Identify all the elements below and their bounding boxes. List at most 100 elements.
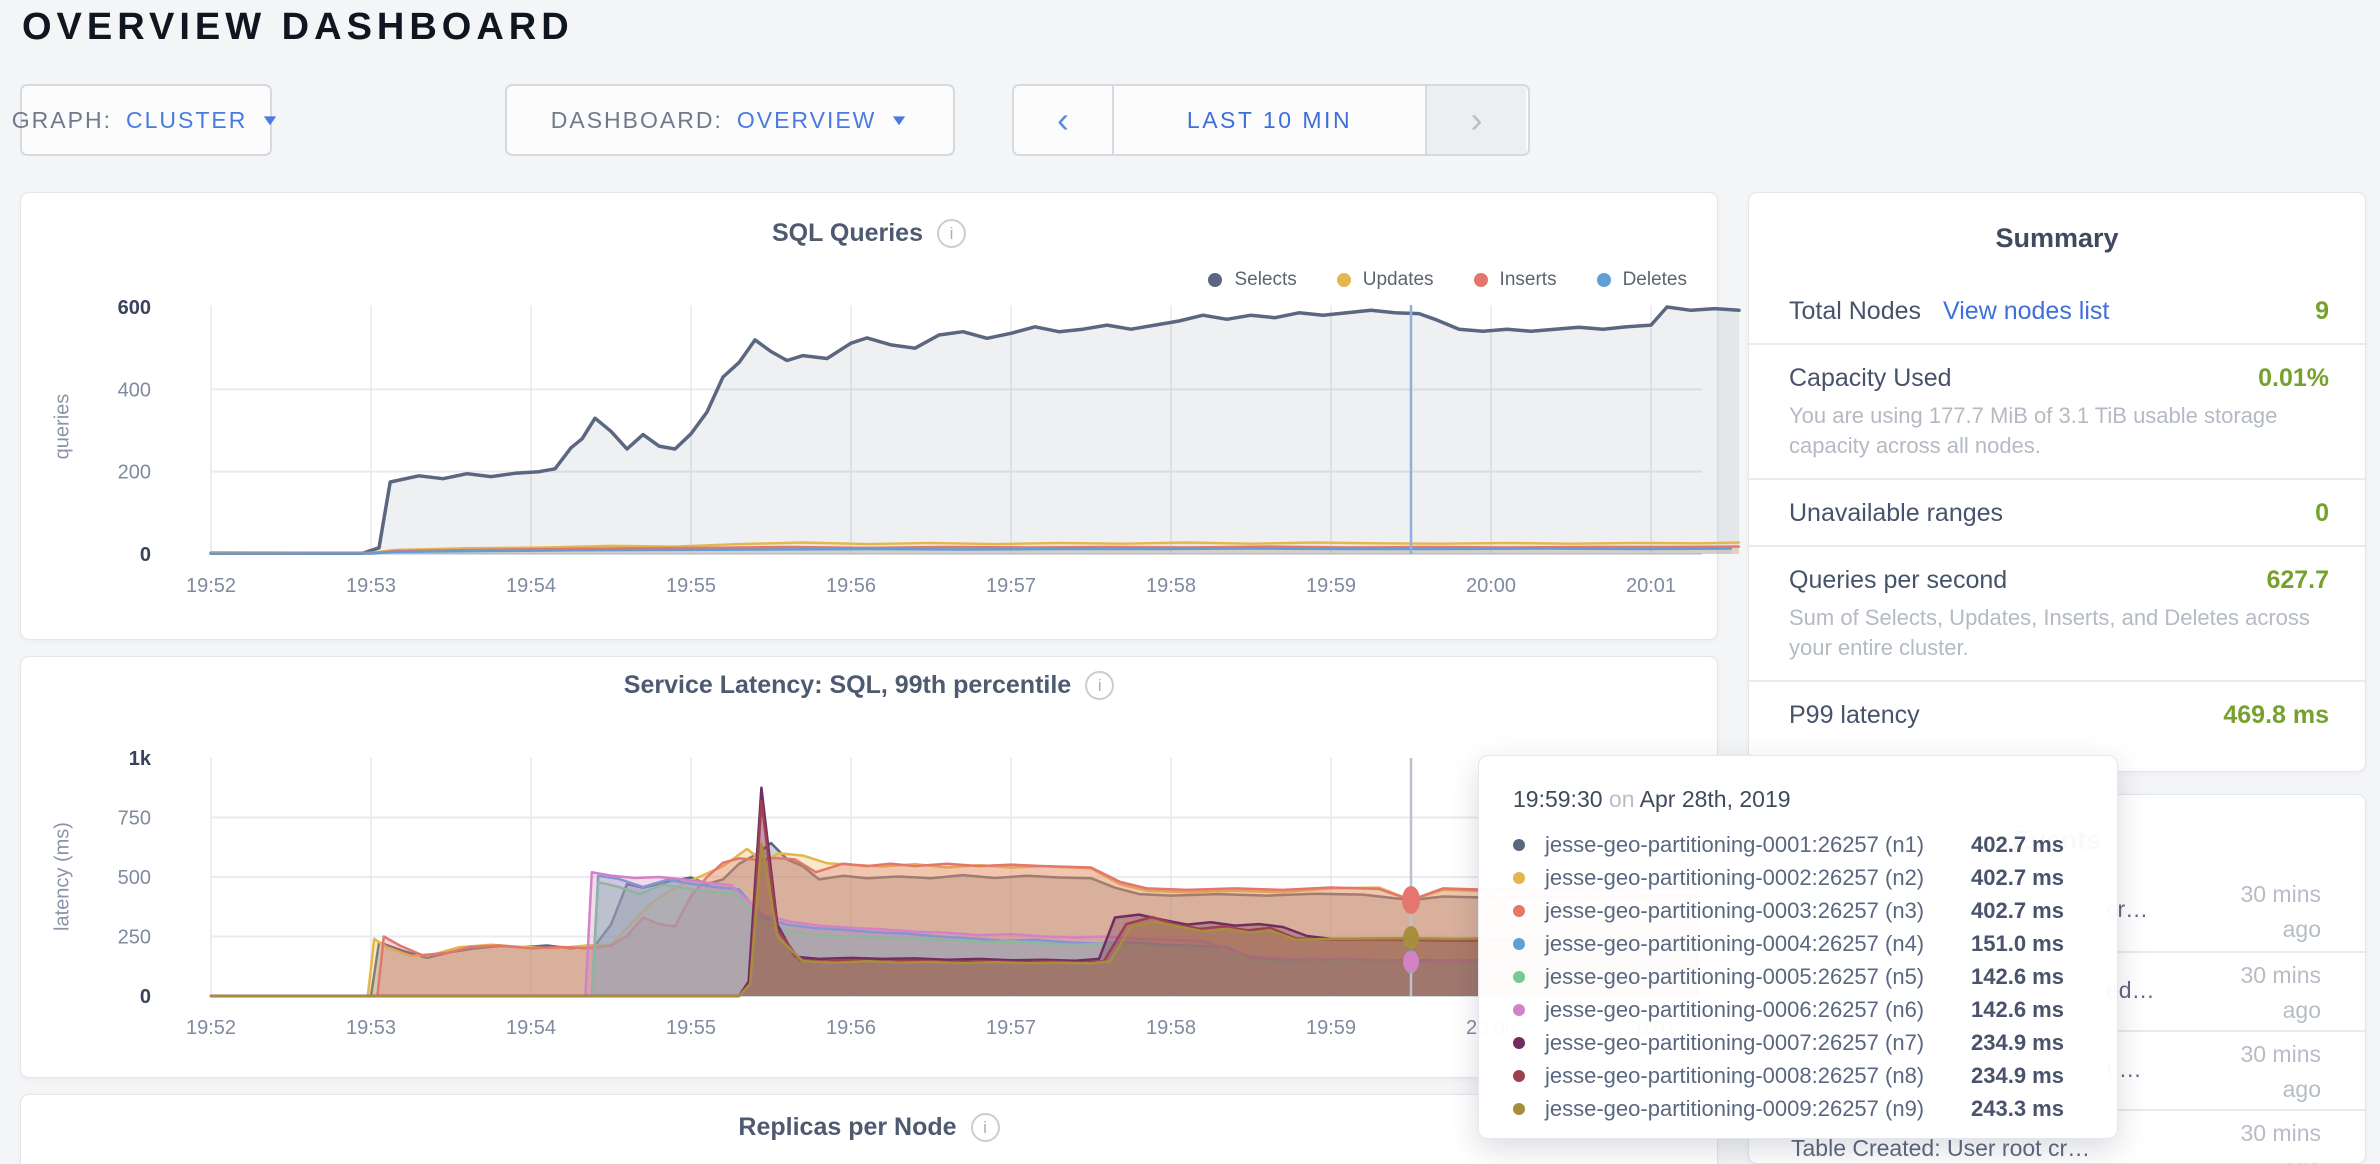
time-window-label[interactable]: LAST 10 MIN [1186, 106, 1353, 133]
replicas-chart-title: Replicas per Node i [21, 1113, 1717, 1142]
svg-text:19:58: 19:58 [1146, 575, 1196, 597]
legend-item-inserts[interactable]: Inserts [1473, 269, 1557, 291]
summary-label: Total Nodes [1789, 297, 1922, 325]
svg-text:19:59: 19:59 [1306, 575, 1356, 597]
series-dot-icon [1513, 937, 1525, 950]
svg-text:20:01: 20:01 [1626, 575, 1676, 597]
series-dot-icon [1513, 1036, 1525, 1049]
latency-chart-title: Service Latency: SQL, 99th percentile i [21, 671, 1717, 700]
node-latency-value: 142.6 ms [1971, 996, 2064, 1022]
chevron-left-icon: ‹ [1057, 99, 1069, 140]
info-icon[interactable]: i [1085, 671, 1115, 700]
svg-text:19:57: 19:57 [986, 575, 1036, 597]
sql-queries-legend: Selects Updates Inserts Deletes [1208, 269, 1687, 291]
svg-text:19:57: 19:57 [986, 1017, 1036, 1039]
summary-panel-title: Summary [1995, 223, 2119, 253]
tooltip-node-row: jesse-geo-partitioning-0005:26257 (n5) 14… [1513, 960, 2097, 993]
series-dot-icon [1513, 838, 1525, 851]
summary-value: 0 [2315, 499, 2329, 527]
node-latency-value: 234.9 ms [1971, 1062, 2064, 1088]
legend-item-updates[interactable]: Updates [1336, 269, 1434, 291]
chevron-down-icon: ▼ [889, 111, 913, 129]
node-name: jesse-geo-partitioning-0002:26257 (n2) [1545, 864, 1925, 890]
summary-rows: Total Nodes View nodes list 9 Capacity Used… [1749, 278, 2365, 747]
svg-text:20:00: 20:00 [1466, 575, 1516, 597]
summary-description: You are using 177.7 MiB of 3.1 TiB usabl… [1789, 403, 2278, 458]
node-latency-value: 142.6 ms [1971, 963, 2064, 989]
tooltip-node-row: jesse-geo-partitioning-0001:26257 (n1) 40… [1513, 828, 2097, 861]
dashboard-dropdown-label: DASHBOARD: [550, 106, 723, 133]
tooltip-node-row: jesse-geo-partitioning-0009:26257 (n9) 24… [1513, 1092, 2097, 1125]
summary-value: 469.8 ms [2223, 701, 2329, 729]
time-window-next-button[interactable]: › [1425, 86, 1526, 154]
tooltip-timestamp: 19:59:30 on Apr 28th, 2019 [1513, 786, 1791, 812]
legend-item-deletes[interactable]: Deletes [1596, 269, 1687, 291]
sql-queries-chart-title: SQL Queries i [21, 219, 1717, 248]
summary-row: Queries per second 627.7 Sum of Selects, U… [1749, 545, 2365, 680]
view-nodes-list-link[interactable]: View nodes list [1943, 297, 2110, 325]
summary-row: P99 latency 469.8 ms [1749, 680, 2365, 747]
legend-dot-icon [1208, 273, 1223, 287]
latency-plot[interactable]: 19:52 19:53 19:54 19:55 19:56 19:57 19:58 19:59… [21, 657, 1719, 1079]
svg-text:750: 750 [118, 808, 151, 830]
legend-item-selects[interactable]: Selects [1208, 269, 1297, 291]
summary-label: Queries per second [1789, 566, 2008, 594]
page-title: OVERVIEW DASHBOARD [22, 6, 574, 48]
svg-text:400: 400 [118, 379, 151, 401]
info-icon[interactable]: i [937, 219, 966, 248]
tooltip-node-row: jesse-geo-partitioning-0004:26257 (n4) 15… [1513, 927, 2097, 960]
node-name: jesse-geo-partitioning-0009:26257 (n9) [1545, 1095, 1925, 1121]
chevron-down-icon: ▼ [259, 111, 284, 129]
summary-row: Capacity Used 0.01% You are using 177.7 Mi… [1749, 343, 2365, 478]
series-dot-icon [1513, 904, 1525, 917]
chevron-right-icon: › [1470, 99, 1483, 140]
node-name: jesse-geo-partitioning-0001:26257 (n1) [1545, 831, 1925, 857]
svg-text:19:53: 19:53 [346, 1017, 396, 1039]
series-dot-icon [1513, 871, 1525, 884]
svg-text:1k: 1k [129, 748, 152, 770]
svg-text:19:53: 19:53 [346, 575, 396, 597]
tooltip-node-rows: jesse-geo-partitioning-0001:26257 (n1) 40… [1513, 828, 2097, 1125]
event-text: Table Created: User root cr… [1791, 1135, 2091, 1161]
legend-dot-icon [1596, 273, 1611, 287]
summary-value: 0.01% [2258, 364, 2329, 392]
node-name: jesse-geo-partitioning-0006:26257 (n6) [1545, 996, 1925, 1022]
svg-text:19:56: 19:56 [826, 575, 876, 597]
replicas-chart-card: Replicas per Node i [20, 1094, 1718, 1164]
node-latency-value: 402.7 ms [1971, 831, 2064, 857]
graph-dropdown-value: CLUSTER [125, 106, 248, 133]
series-dot-icon [1513, 1003, 1525, 1016]
node-name: jesse-geo-partitioning-0008:26257 (n8) [1545, 1062, 1925, 1088]
time-window-prev-button[interactable]: ‹ [1014, 86, 1114, 154]
legend-dot-icon [1336, 273, 1351, 287]
node-latency-value: 234.9 ms [1971, 1029, 2064, 1055]
svg-text:19:59: 19:59 [1306, 1017, 1356, 1039]
info-icon[interactable]: i [970, 1113, 1000, 1142]
node-latency-value: 243.3 ms [1971, 1095, 2064, 1121]
svg-text:250: 250 [118, 927, 151, 949]
summary-row: Unavailable ranges 0 [1749, 478, 2365, 545]
dashboard-dropdown-value: OVERVIEW [736, 106, 877, 133]
summary-label: Unavailable ranges [1789, 499, 2004, 527]
summary-label: Capacity Used [1789, 364, 1952, 392]
svg-text:19:54: 19:54 [506, 575, 556, 597]
summary-description: Sum of Selects, Updates, Inserts, and De… [1789, 605, 2310, 660]
node-latency-value: 402.7 ms [1971, 897, 2064, 923]
svg-text:600: 600 [118, 297, 151, 319]
series-dot-icon [1513, 1069, 1525, 1082]
node-name: jesse-geo-partitioning-0004:26257 (n4) [1545, 930, 1925, 956]
series-dot-icon [1513, 970, 1525, 983]
series-dot-icon [1513, 1102, 1525, 1115]
dashboard-dropdown[interactable]: DASHBOARD: OVERVIEW ▼ [505, 84, 955, 156]
summary-value: 9 [2315, 297, 2329, 325]
graph-dropdown[interactable]: GRAPH: CLUSTER ▼ [12, 84, 281, 156]
sql-queries-plot[interactable]: 19:52 19:53 19:54 19:55 19:56 19:57 19:58 19:59… [21, 193, 1741, 641]
summary-row: Total Nodes View nodes list 9 [1749, 278, 2365, 343]
node-name: jesse-geo-partitioning-0003:26257 (n3) [1545, 897, 1925, 923]
svg-text:500: 500 [118, 867, 151, 889]
chart-hover-tooltip: 19:59:30 on Apr 28th, 2019 jesse-geo-par… [1478, 755, 2118, 1139]
